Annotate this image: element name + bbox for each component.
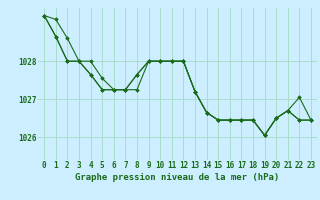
X-axis label: Graphe pression niveau de la mer (hPa): Graphe pression niveau de la mer (hPa) — [76, 173, 280, 182]
